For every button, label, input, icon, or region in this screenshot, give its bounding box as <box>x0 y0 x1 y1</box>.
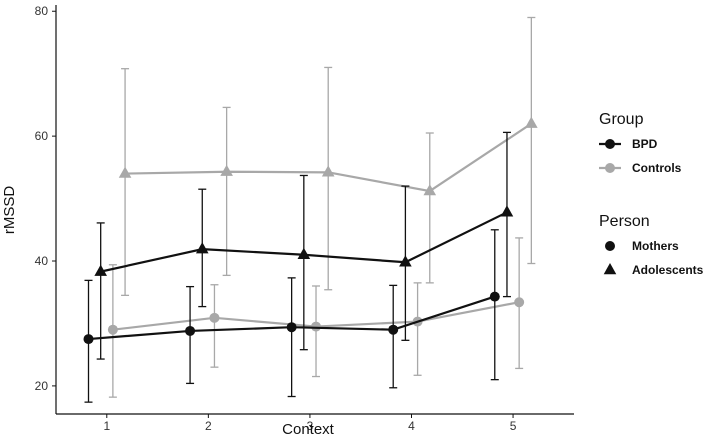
error-bar-bpd-mothers-5 <box>490 229 499 381</box>
legend-entry-bpd: BPD <box>599 137 658 151</box>
y-tick-label: 40 <box>35 254 49 268</box>
data-point-controls-mothers-2 <box>209 312 220 323</box>
data-point-bpd-mothers-3 <box>286 322 297 333</box>
data-point-bpd-mothers-4 <box>388 324 399 335</box>
y-tick-label: 80 <box>35 4 49 18</box>
data-point-bpd-adolescents-2 <box>195 242 209 254</box>
data-point-controls-adolescents-4 <box>423 184 437 196</box>
error-bar-controls-adolescents-5 <box>527 16 536 265</box>
legend-title: Person <box>599 213 650 230</box>
legend-person: Person Mothers Adolescents <box>599 213 704 277</box>
legend-entry-controls: Controls <box>599 161 682 175</box>
axes-layer <box>55 5 574 415</box>
error-bar-bpd-mothers-4 <box>389 284 398 389</box>
x-tick-label: 5 <box>510 419 517 433</box>
error-bar-controls-adolescents-3 <box>324 66 333 291</box>
legend-entry-adolescents: Adolescents <box>603 263 704 277</box>
series-controls-adolescents <box>118 16 538 297</box>
legend-title: Group <box>599 111 644 128</box>
ticks-layer: 1 2 3 4 5 20 40 60 80 <box>35 4 517 433</box>
data-point-bpd-mothers-5 <box>489 291 500 302</box>
data-point-controls-mothers-1 <box>107 324 118 335</box>
data-point-controls-adolescents-5 <box>525 116 538 128</box>
data-point-controls-adolescents-2 <box>220 164 233 176</box>
y-tick-label: 60 <box>35 129 49 143</box>
error-bar-bpd-mothers-3 <box>287 277 296 398</box>
data-point-controls-mothers-5 <box>514 297 525 308</box>
error-bar-bpd-adolescents-3 <box>299 174 308 351</box>
error-bar-controls-adolescents-4 <box>425 132 434 284</box>
series-bpd-adolescents <box>94 131 514 360</box>
legend: Group BPD Controls Person Mothers Adolescents <box>599 111 704 277</box>
error-bar-controls-mothers-2 <box>210 284 219 368</box>
data-point-bpd-mothers-1 <box>83 334 94 345</box>
series-controls-mothers <box>107 237 525 398</box>
x-tick-label: 4 <box>408 419 415 433</box>
data-point-bpd-adolescents-1 <box>94 264 107 276</box>
y-axis-title: rMSSD <box>1 186 18 235</box>
legend-key-circle <box>605 139 615 149</box>
legend-key-circle <box>605 241 615 251</box>
legend-label: Mothers <box>632 239 679 253</box>
data-point-bpd-adolescents-4 <box>399 255 412 267</box>
legend-entry-mothers: Mothers <box>605 239 679 253</box>
legend-label: Controls <box>632 161 682 175</box>
error-bar-controls-adolescents-1 <box>121 68 130 297</box>
legend-label: Adolescents <box>632 263 704 277</box>
data-point-bpd-adolescents-3 <box>297 247 311 259</box>
data-point-controls-mothers-3 <box>311 321 322 332</box>
error-bar-controls-mothers-4 <box>413 282 422 376</box>
series-layer <box>83 16 538 403</box>
data-point-controls-adolescents-1 <box>118 166 132 178</box>
y-tick-label: 20 <box>35 379 49 393</box>
legend-key-circle <box>605 163 615 173</box>
legend-key-triangle <box>603 263 617 275</box>
data-point-controls-adolescents-3 <box>321 165 335 177</box>
data-point-bpd-adolescents-5 <box>500 205 514 217</box>
data-point-bpd-mothers-2 <box>185 325 196 336</box>
x-tick-label: 2 <box>205 419 212 433</box>
x-tick-label: 3 <box>307 419 314 433</box>
x-tick-label: 1 <box>103 419 110 433</box>
x-axis-title: Context <box>282 421 335 437</box>
error-bar-bpd-adolescents-1 <box>96 222 105 360</box>
legend-group: Group BPD Controls <box>599 111 682 175</box>
error-bar-controls-adolescents-2 <box>222 106 231 277</box>
legend-label: BPD <box>632 137 658 151</box>
series-bpd-mothers <box>83 229 500 403</box>
